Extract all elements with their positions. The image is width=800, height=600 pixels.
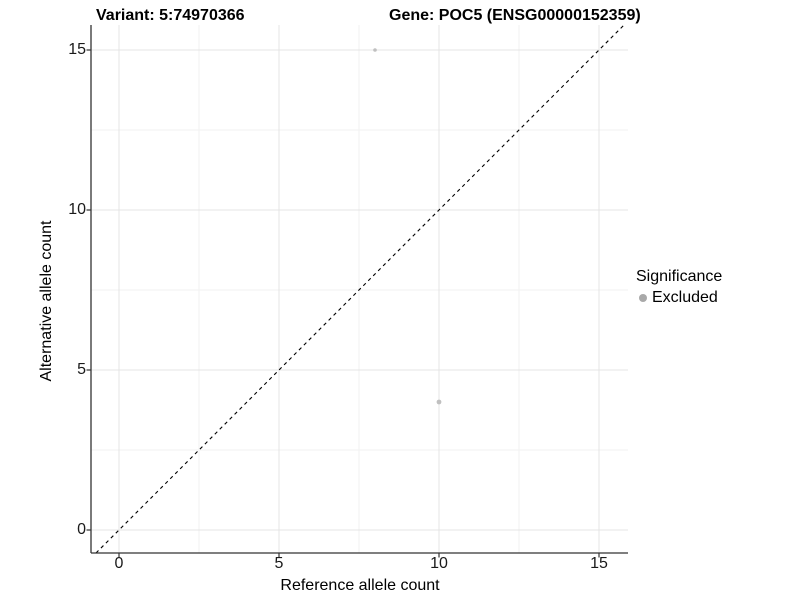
plot-title-variant: Variant: 5:74970366 — [96, 7, 245, 24]
legend-item-label: Excluded — [652, 289, 718, 306]
y-axis-label: Alternative allele count — [38, 220, 55, 382]
x-axis-label: Reference allele count — [280, 577, 440, 594]
x-tick-label: 10 — [430, 555, 448, 572]
legend: Significance Excluded — [636, 268, 722, 307]
x-tick-label: 15 — [590, 555, 608, 572]
y-tick-label: 5 — [77, 361, 86, 378]
legend-item-excluded: Excluded — [636, 289, 722, 307]
legend-title: Significance — [636, 268, 723, 285]
y-tick-label: 15 — [68, 41, 86, 58]
y-tick-label: 0 — [77, 521, 86, 538]
data-point — [373, 48, 377, 52]
y-tick-label: 10 — [68, 201, 86, 218]
identity-line — [95, 24, 625, 554]
x-tick-label: 0 — [114, 555, 124, 572]
x-tick-label: 5 — [274, 555, 284, 572]
data-point — [436, 399, 442, 405]
plot-title-gene: Gene: POC5 (ENSG00000152359) — [389, 7, 641, 24]
legend-point-icon — [639, 294, 647, 302]
